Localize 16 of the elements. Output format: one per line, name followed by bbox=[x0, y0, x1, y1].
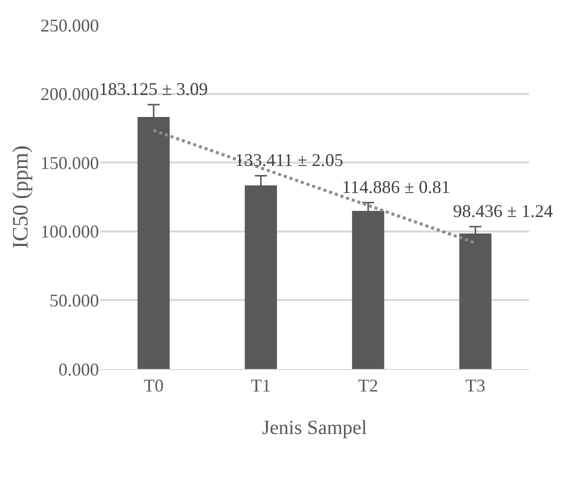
y-tick-label: 100.000 bbox=[40, 222, 99, 242]
x-tick-label: T0 bbox=[144, 376, 164, 396]
data-label: 133.411 ± 2.05 bbox=[235, 150, 344, 170]
data-label: 183.125 ± 3.09 bbox=[99, 79, 208, 99]
data-label: 114.886 ± 0.81 bbox=[342, 177, 450, 197]
y-tick-label: 0.000 bbox=[58, 359, 99, 380]
data-label: 98.436 ± 1.24 bbox=[453, 201, 553, 221]
x-tick-label: T2 bbox=[358, 376, 378, 396]
y-tick-label: 200.000 bbox=[40, 84, 99, 104]
y-tick-label: 50.000 bbox=[50, 290, 99, 310]
x-axis-title: Jenis Sampel bbox=[262, 417, 368, 440]
y-tick-label: 250.000 bbox=[40, 15, 99, 36]
x-tick-label: T1 bbox=[250, 376, 271, 396]
y-tick-label: 150.000 bbox=[40, 152, 99, 173]
x-tick-label: T3 bbox=[465, 376, 486, 396]
y-axis-title: IC50 (ppm) bbox=[7, 145, 32, 249]
